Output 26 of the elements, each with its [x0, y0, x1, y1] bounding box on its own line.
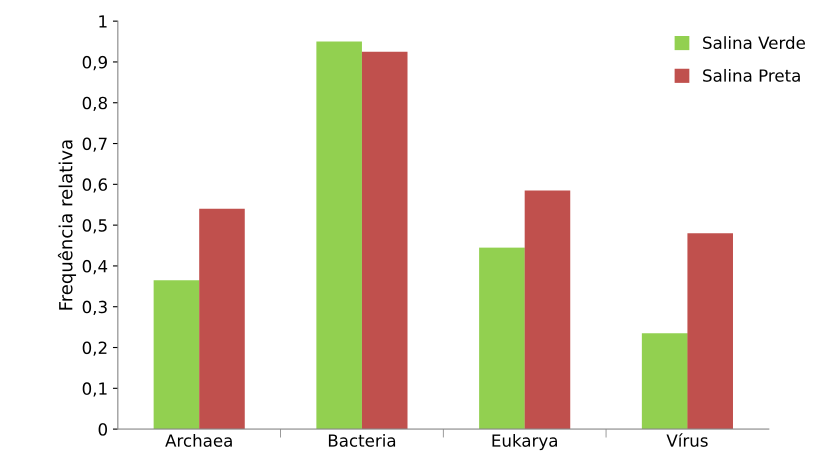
legend-label: Salina Verde — [703, 36, 805, 50]
x-tick-label: Archaea — [165, 434, 232, 447]
y-tick-label: 0,1 — [82, 382, 107, 397]
bar — [642, 333, 688, 430]
bar — [479, 248, 525, 430]
x-tick-label: Bacteria — [328, 434, 396, 447]
bar — [154, 280, 200, 430]
y-tick-label: 0,9 — [82, 56, 107, 70]
x-tick-label: Eukarya — [492, 434, 557, 450]
y-tick-label: 1 — [99, 15, 107, 28]
y-axis-title: Frequência relativa — [58, 140, 76, 310]
bar — [687, 233, 733, 430]
y-tick-label: 0,4 — [82, 260, 108, 274]
bar — [362, 52, 408, 430]
y-tick-label: 0,7 — [82, 138, 107, 152]
y-tick-label: 0,2 — [82, 341, 106, 356]
y-tick-label: 0 — [98, 423, 108, 436]
legend-label: Salina Preta — [703, 68, 800, 82]
bar — [316, 42, 362, 430]
y-tick-label: 0,8 — [82, 96, 107, 112]
y-tick-label: 0,3 — [82, 300, 107, 315]
y-tick-label: 0,5 — [82, 219, 107, 234]
x-tick-label: Vírus — [666, 433, 708, 447]
bar — [524, 190, 570, 430]
bar — [199, 208, 245, 430]
y-tick-label: 0,6 — [82, 178, 108, 193]
